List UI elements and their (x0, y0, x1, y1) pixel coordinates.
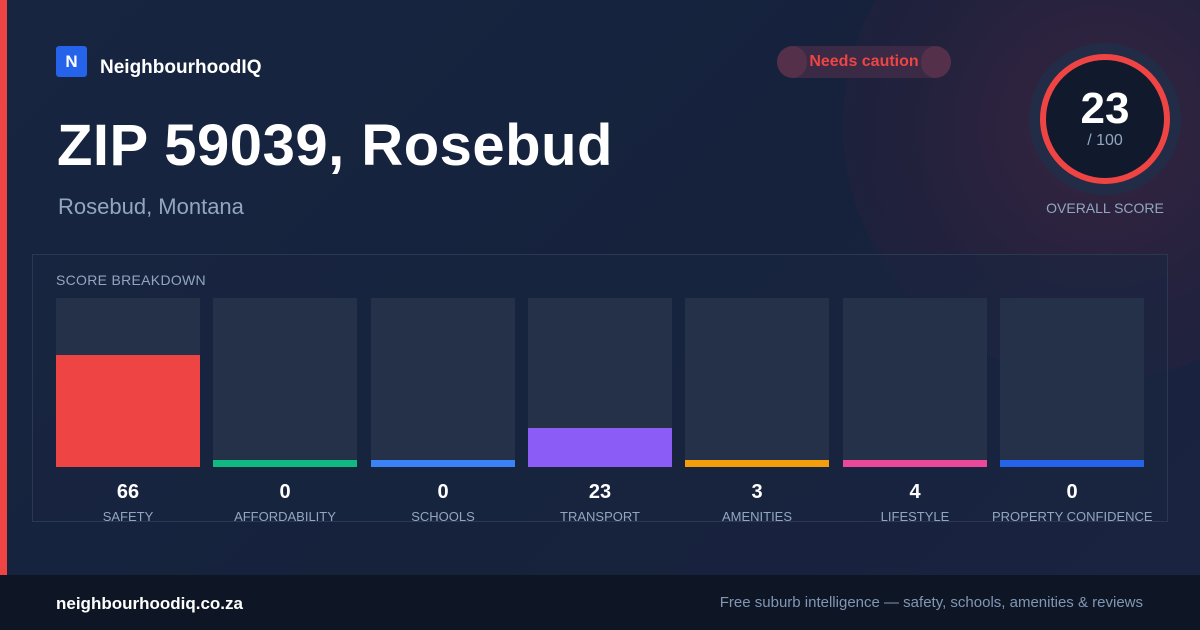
bar-safety: 66 SAFETY (56, 298, 200, 524)
bar-fill (1000, 460, 1144, 467)
breakdown-title: SCORE BREAKDOWN (56, 272, 206, 288)
bar-label: AFFORDABILITY (234, 509, 336, 524)
bar-track (213, 298, 357, 467)
bar-fill (213, 460, 357, 467)
bar-value: 4 (909, 481, 921, 503)
bar-track (528, 298, 672, 467)
bar-label: AMENITIES (721, 509, 793, 524)
bar-label: TRANSPORT (560, 509, 640, 524)
bar-fill (528, 428, 672, 467)
footer-site-link[interactable]: neighbourhoodiq.co.za (56, 594, 243, 613)
bar-value: 0 (1066, 481, 1078, 503)
overall-score-gauge (1029, 43, 1181, 195)
overall-score-label: OVERALL SCORE (1046, 200, 1164, 216)
bar-value: 0 (279, 481, 291, 503)
gauge-ring (1040, 54, 1170, 184)
bar-fill (685, 460, 829, 467)
bar-fill (843, 460, 987, 467)
bar-property-confidence: 0 PROPERTY CONFIDENCE (992, 298, 1153, 524)
gauge-inner (1043, 57, 1167, 181)
page-title: ZIP 59039, Rosebud (57, 113, 613, 178)
bar-affordability: 0 AFFORDABILITY (213, 298, 357, 524)
overall-score-max: / 100 (1087, 132, 1123, 149)
overall-score-value: 23 (1080, 84, 1130, 133)
bar-label: SCHOOLS (411, 509, 475, 524)
location-subtitle: Rosebud, Montana (58, 194, 244, 219)
bar-value: 66 (116, 481, 140, 503)
status-badge-label: Needs caution (809, 53, 919, 70)
bar-track (843, 298, 987, 467)
bar-value: 23 (588, 481, 612, 503)
bar-track (371, 298, 515, 467)
status-badge: Needs caution (777, 46, 951, 78)
bar-value: 3 (751, 481, 763, 503)
bar-value: 0 (437, 481, 449, 503)
brand-logo: N (56, 46, 87, 77)
bar-schools: 0 SCHOOLS (371, 298, 515, 524)
bar-track (1000, 298, 1144, 467)
bar-label: PROPERTY CONFIDENCE (992, 509, 1153, 524)
bar-label: LIFESTYLE (880, 509, 950, 524)
bar-label: SAFETY (102, 509, 154, 524)
brand-name: NeighbourhoodIQ (100, 57, 262, 78)
bar-fill (371, 460, 515, 467)
bar-lifestyle: 4 LIFESTYLE (843, 298, 987, 524)
bar-track (685, 298, 829, 467)
footer (0, 575, 1200, 630)
footer-tagline: Free suburb intelligence — safety, schoo… (719, 594, 1143, 611)
bar-transport: 23 TRANSPORT (528, 298, 672, 524)
bar-track (56, 298, 200, 467)
accent-stripe (0, 0, 7, 575)
bar-fill (56, 355, 200, 467)
bar-amenities: 3 AMENITIES (685, 298, 829, 524)
